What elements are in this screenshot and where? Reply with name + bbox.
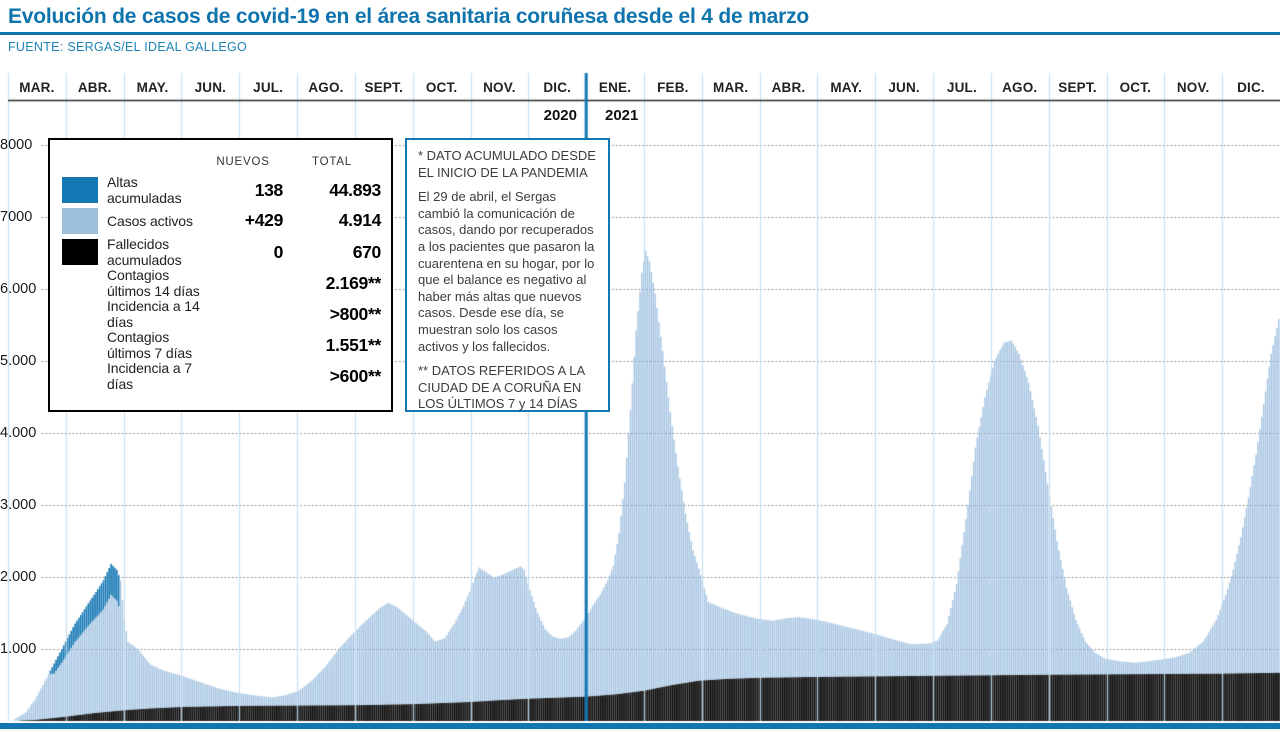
legend-value-total: 670 [352,241,382,262]
legend-row-1: Casos activos +429 4.914 [62,205,381,236]
legend-row-4: Incidencia a 14 días >800** [62,298,382,330]
legend-label: Contagios últimos 7 días [107,329,192,361]
source-line: FUENTE: SERGAS/EL IDEAL GALLEGO [8,40,247,54]
legend-value-total: 1.551** [325,334,382,355]
legend-header: NUEVOS TOTAL [62,150,381,174]
legend-label: Fallecidos acumulados [107,236,182,268]
legend-value-nuevos: 138 [254,179,284,200]
legend-value-nuevos: 0 [273,241,284,262]
month-label-16: JUL. [946,80,977,95]
legend-label: Contagios últimos 14 días [107,267,200,299]
y-axis-label-7000: 7000 [0,209,33,225]
month-label-2: MAY. [136,80,169,95]
legend-box: NUEVOS TOTAL Altas acumuladas 138 44.893 Ca… [48,138,393,412]
month-label-12: MAR. [713,80,749,95]
month-label-8: NOV. [483,80,516,95]
legend-rows: Altas acumuladas 138 44.893 Casos activos +4… [62,174,382,392]
page-title: Evolución de casos de covid-19 en el áre… [8,5,810,28]
legend-label: Altas acumuladas [107,174,182,206]
y-axis-label-6.000: 6.000 [0,281,37,297]
month-label-19: OCT. [1119,80,1152,95]
legend-swatch [62,177,98,203]
month-label-11: FEB. [657,80,689,95]
month-label-5: AGO. [308,80,344,95]
month-label-13: ABR. [771,80,806,95]
month-label-7: OCT. [425,80,458,95]
legend-label: Incidencia a 7 días [107,360,192,392]
month-label-15: JUN. [888,80,920,95]
month-label-21: DIC. [1237,80,1265,95]
month-label-3: JUN. [194,80,227,95]
title-underline [0,32,1280,35]
month-label-17: AGO. [1002,80,1038,95]
legend-col-total: TOTAL [312,156,352,168]
legend-row-2: Fallecidos acumulados 0 670 [62,236,382,268]
y-axis-label-4.000: 4.000 [0,425,37,441]
y-axis-label-5.000: 5.000 [0,353,37,369]
month-axis: MAR. ABR. MAY. JUN. JUL. AGO. SEPT. OCT. NOV. DIC… [8,79,1280,97]
bottom-rule [0,723,1280,729]
legend-label: Casos activos [107,212,193,229]
month-label-10: ENE. [598,80,632,95]
month-label-14: MAY. [830,80,863,95]
month-label-0: MAR. [19,80,55,95]
legend-row-6: Incidencia a 7 días >600** [62,360,382,392]
legend-row-0: Altas acumuladas 138 44.893 [62,174,381,206]
y-axis-label-3.000: 3.000 [0,497,37,513]
month-label-18: SEPT. [1058,80,1097,95]
month-label-20: NOV. [1176,80,1210,95]
month-label-6: SEPT. [364,80,404,95]
legend-swatch [62,207,98,234]
month-label-1: ABR. [77,80,112,95]
legend-value-nuevos: +429 [244,210,284,230]
y-axis-label-1.000: 1.000 [0,641,37,657]
annotation-body: El 29 de abril, el Sergas cambió la comu… [418,189,595,354]
year-label-2021: 2021 [605,107,639,124]
legend-value-total: 44.893 [329,179,381,200]
legend-label: Incidencia a 14 días [107,298,200,330]
legend-value-total: >800** [329,303,382,324]
legend-swatch [62,239,98,265]
legend-value-total: >600** [329,365,382,386]
legend-row-5: Contagios últimos 7 días 1.551** [62,329,382,361]
y-axis-label-8000: 8000 [0,137,33,153]
annotation-box: * DATO ACUMULADO DESDE EL INICIO DE LA P… [405,138,610,412]
month-label-9: DIC. [543,80,572,95]
legend-value-total: 4.914 [338,210,382,230]
annotation-asterisk-note: * DATO ACUMULADO DESDE EL INICIO DE LA P… [418,148,596,180]
legend-row-3: Contagios últimos 14 días 2.169** [62,267,382,299]
legend-value-total: 2.169** [325,272,382,293]
legend-col-nuevos: NUEVOS [216,156,270,168]
month-label-4: JUL. [253,80,284,95]
annotation-double-asterisk-note: ** DATOS REFERIDOS A LA CIUDAD DE A CORU… [418,363,585,412]
y-axis-label-2.000: 2.000 [0,569,37,585]
year-label-2020: 2020 [543,107,577,124]
